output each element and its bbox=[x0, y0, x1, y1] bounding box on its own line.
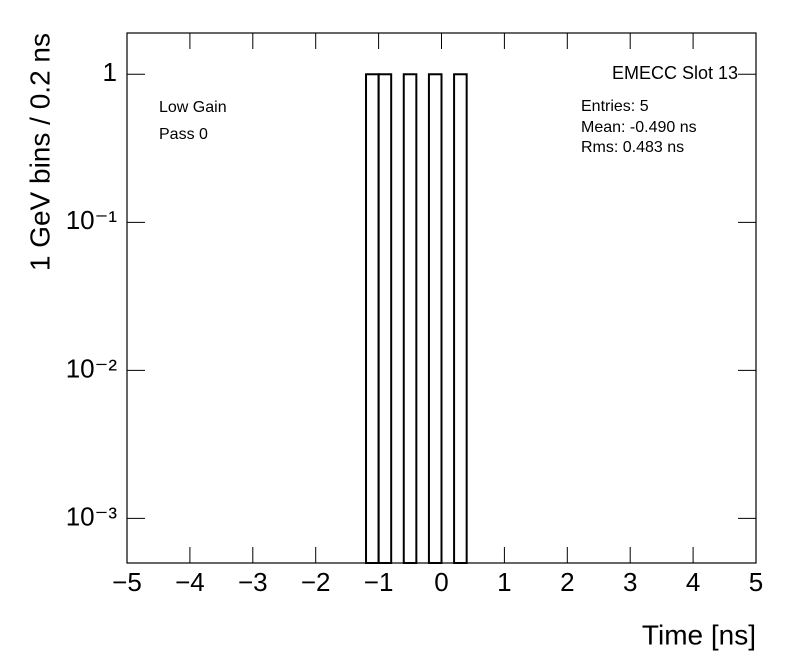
annotation: Low Gain bbox=[159, 99, 227, 116]
x-tick-label: −4 bbox=[175, 567, 205, 597]
stats-line: Entries: 5 bbox=[581, 98, 649, 115]
stats-line: Mean: -0.490 ns bbox=[581, 119, 697, 136]
y-axis-label: 1 GeV bins / 0.2 ns bbox=[24, 33, 55, 271]
bar bbox=[377, 73, 393, 565]
stats-line: Rms: 0.483 ns bbox=[581, 139, 684, 156]
bar bbox=[453, 73, 468, 565]
bar bbox=[365, 73, 380, 565]
x-tick-label: 3 bbox=[623, 567, 637, 597]
x-tick-label: −5 bbox=[112, 567, 142, 597]
y-tick-label: 1 bbox=[103, 57, 117, 87]
x-tick-label: 0 bbox=[434, 567, 448, 597]
x-tick-label: 1 bbox=[497, 567, 511, 597]
annotation: Pass 0 bbox=[159, 126, 208, 143]
x-tick-label: −2 bbox=[301, 567, 331, 597]
bar bbox=[402, 73, 418, 565]
x-tick-label: −3 bbox=[238, 567, 268, 597]
x-tick-label: 2 bbox=[560, 567, 574, 597]
chart-title: EMECC Slot 13 bbox=[612, 63, 738, 83]
bar bbox=[427, 73, 443, 565]
y-tick-label: 10⁻¹ bbox=[66, 205, 118, 235]
x-axis-label: Time [ns] bbox=[642, 619, 756, 650]
x-tick-label: 5 bbox=[749, 567, 763, 597]
x-tick-label: 4 bbox=[686, 567, 700, 597]
y-tick-label: 10⁻³ bbox=[66, 501, 118, 531]
x-tick-label: −1 bbox=[364, 567, 394, 597]
y-tick-label: 10⁻² bbox=[66, 353, 118, 383]
